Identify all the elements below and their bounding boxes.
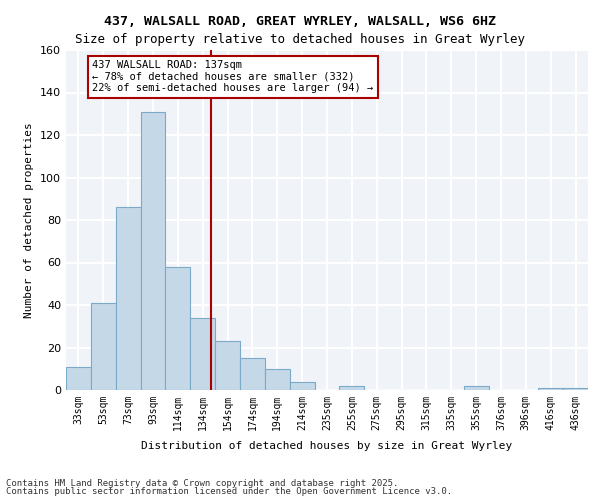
Text: Contains public sector information licensed under the Open Government Licence v3: Contains public sector information licen… <box>6 487 452 496</box>
Bar <box>215 341 240 390</box>
Bar <box>340 386 364 390</box>
Text: 437, WALSALL ROAD, GREAT WYRLEY, WALSALL, WS6 6HZ: 437, WALSALL ROAD, GREAT WYRLEY, WALSALL… <box>104 15 496 28</box>
Bar <box>190 318 215 390</box>
Bar <box>290 382 314 390</box>
Y-axis label: Number of detached properties: Number of detached properties <box>25 122 34 318</box>
Text: 437 WALSALL ROAD: 137sqm
← 78% of detached houses are smaller (332)
22% of semi-: 437 WALSALL ROAD: 137sqm ← 78% of detach… <box>92 60 373 94</box>
Bar <box>265 369 290 390</box>
Bar <box>66 366 91 390</box>
Bar <box>563 388 588 390</box>
Bar <box>538 388 563 390</box>
Text: Size of property relative to detached houses in Great Wyrley: Size of property relative to detached ho… <box>75 32 525 46</box>
Bar <box>166 267 190 390</box>
Bar <box>116 207 140 390</box>
Bar <box>464 386 488 390</box>
X-axis label: Distribution of detached houses by size in Great Wyrley: Distribution of detached houses by size … <box>142 441 512 451</box>
Text: Contains HM Land Registry data © Crown copyright and database right 2025.: Contains HM Land Registry data © Crown c… <box>6 478 398 488</box>
Bar <box>140 112 166 390</box>
Bar <box>240 358 265 390</box>
Bar <box>91 303 116 390</box>
